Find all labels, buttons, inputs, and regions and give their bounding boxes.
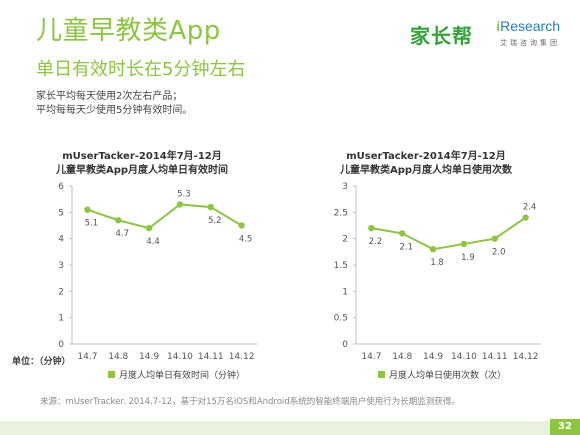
logos: 家长帮 iResearch 艾瑞咨询集团 — [410, 16, 560, 56]
description-line-1: 家长平均每天使用2次左右产品； — [36, 91, 183, 102]
chart-legend: 月度人均单日有效时间（分钟） — [108, 368, 245, 381]
data-label: 2.2 — [369, 237, 383, 247]
data-point — [145, 224, 153, 232]
data-point — [84, 206, 91, 213]
x-tick-label: 14.8 — [108, 352, 128, 362]
y-tick-label: 0 — [58, 340, 64, 350]
data-point — [207, 203, 214, 211]
legend-marker — [378, 371, 385, 378]
chart-title-line1: mUserTacker-2014年7月-12月 — [346, 151, 506, 162]
x-tick-label: 14.11 — [482, 352, 508, 362]
data-label: 2.0 — [492, 248, 506, 258]
y-tick-label: 5 — [58, 208, 64, 218]
data-point — [399, 230, 406, 237]
y-tick-label: 2 — [342, 235, 348, 245]
y-tick-label: 0.5 — [334, 314, 348, 324]
data-label: 5.3 — [177, 189, 191, 199]
y-tick-label: 4 — [58, 235, 64, 245]
legend-marker — [108, 371, 115, 378]
iresearch-logo-text: Research — [500, 18, 560, 34]
page-subtitle: 单日有效时长在5分钟左右 — [36, 59, 246, 80]
data-point — [491, 235, 498, 242]
line-chart-duration: 0 1 2 3 4 5 6 14.7 14.8 14.9 14.10 14.11 14.12 5.1 4.7… — [58, 182, 257, 362]
description-line-2: 平均每每天少使用5分钟有效时间。 — [36, 105, 193, 116]
y-tick-label: 1 — [58, 314, 64, 324]
legend-label: 月度人均单日有效时间（分钟） — [119, 371, 246, 381]
jiazhangbang-logo: 家长帮 — [410, 24, 473, 48]
data-point — [115, 217, 122, 224]
data-label: 4.7 — [115, 229, 129, 239]
x-tick-label: 14.9 — [139, 352, 159, 362]
data-label: 5.1 — [85, 219, 99, 229]
chart-title-line2: 儿童早教类App月度人均单日使用次数 — [339, 165, 513, 176]
data-label: 2.4 — [523, 203, 537, 213]
iresearch-logo-i: i — [496, 18, 501, 34]
data-point — [368, 224, 375, 232]
x-tick-label: 14.12 — [513, 352, 539, 362]
y-tick-label: 2 — [58, 287, 64, 297]
data-label: 4.4 — [146, 237, 160, 247]
x-tick-label: 14.10 — [451, 352, 477, 362]
data-point — [238, 222, 245, 229]
x-tick-label: 14.8 — [392, 352, 412, 362]
chart-title-line2: 儿童早教类App月度人均单日有效时间 — [55, 165, 229, 176]
footer-bar — [0, 421, 580, 435]
data-label: 1.9 — [461, 253, 475, 263]
chart-legend: 月度人均单日使用次数（次） — [378, 368, 506, 381]
data-point — [460, 240, 468, 248]
source-note: 来源：mUserTracker. 2014.7-12，基于对15万名iOS和An… — [40, 397, 460, 407]
y-tick-label: 1.5 — [334, 261, 348, 271]
page-title: 儿童早教类App — [36, 16, 221, 46]
data-label: 2.1 — [399, 242, 413, 252]
series-line — [87, 203, 243, 230]
x-tick-label: 14.12 — [229, 352, 255, 362]
data-point — [522, 214, 529, 221]
data-label: 4.5 — [239, 235, 253, 245]
y-tick-label: 2.5 — [334, 208, 348, 218]
y-tick-label: 6 — [58, 182, 64, 192]
line-chart-count: 0 0.5 1 1.5 2 2.5 3 14.7 14.8 14.9 14.10 14.11 14.12… — [334, 182, 541, 362]
x-tick-label: 14.11 — [198, 352, 224, 362]
data-point — [429, 246, 437, 253]
unit-label: 单位：（分钟） — [12, 357, 71, 367]
data-label: 5.2 — [208, 216, 222, 226]
x-tick-label: 14.10 — [167, 352, 193, 362]
series-line — [371, 216, 527, 251]
iresearch-logo-subtitle: 艾瑞咨询集团 — [500, 39, 560, 47]
y-tick-label: 1 — [342, 287, 348, 297]
y-tick-label: 0 — [342, 340, 348, 350]
chart-panel-duration: mUserTacker-2014年7月-12月 儿童早教类App月度人均单日有效… — [12, 136, 272, 396]
page-number: 32 — [550, 419, 580, 435]
x-tick-label: 14.7 — [361, 352, 381, 362]
iresearch-logo: iResearch — [496, 18, 560, 34]
x-tick-label: 14.7 — [77, 352, 97, 362]
x-tick-label: 14.9 — [423, 352, 443, 362]
legend-label: 月度人均单日使用次数（次） — [389, 371, 507, 381]
data-label: 1.8 — [430, 258, 444, 268]
y-tick-label: 3 — [58, 261, 64, 271]
data-point — [176, 201, 184, 208]
y-tick-label: 3 — [342, 182, 348, 192]
description: 家长平均每天使用2次左右产品； 平均每每天少使用5分钟有效时间。 — [36, 90, 192, 118]
chart-panel-count: mUserTacker-2014年7月-12月 儿童早教类App月度人均单日使用… — [296, 136, 556, 396]
chart-title-line1: mUserTacker-2014年7月-12月 — [62, 151, 222, 162]
